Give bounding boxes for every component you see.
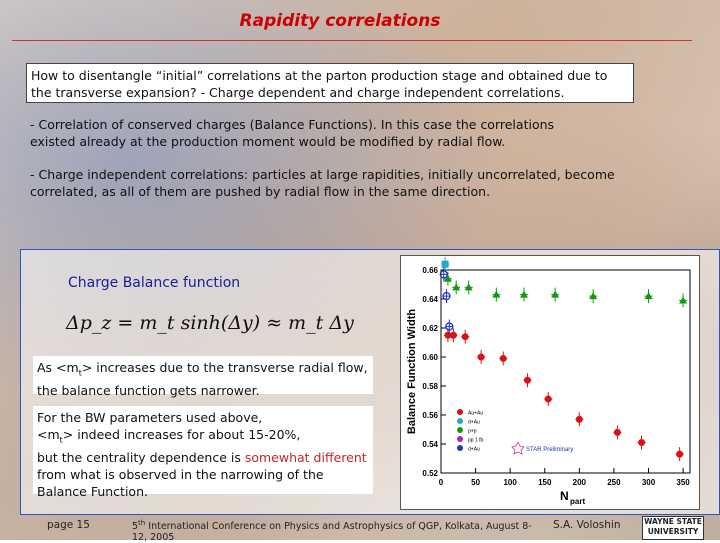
footer-page: page 15 bbox=[47, 519, 90, 531]
data-point-circle bbox=[523, 376, 531, 384]
note1-sub: t bbox=[78, 368, 82, 378]
y-tick-label: 0.56 bbox=[422, 411, 438, 420]
y-tick-label: 0.64 bbox=[422, 295, 438, 304]
cbf-heading: Charge Balance function bbox=[68, 275, 241, 291]
note2-b-pre: <m bbox=[37, 427, 60, 442]
formula: Δp_z = m_t sinh(Δy) ≈ m_t Δy bbox=[66, 312, 354, 334]
data-point-circle bbox=[499, 354, 507, 362]
data-point-circle bbox=[676, 450, 684, 458]
legend-marker bbox=[457, 409, 463, 415]
y-tick-label: 0.62 bbox=[422, 324, 438, 333]
data-point-circle bbox=[638, 439, 646, 447]
x-tick-label: 250 bbox=[607, 478, 621, 487]
y-axis-label: Balance Function Width bbox=[406, 309, 418, 434]
logo-line2: UNIVERSITY bbox=[647, 527, 699, 536]
x-axis-label-sub: part bbox=[570, 497, 585, 506]
x-axis-label: N bbox=[560, 489, 569, 503]
logo-line1: WAYNE STATE bbox=[644, 517, 702, 526]
legend-marker bbox=[457, 418, 463, 424]
legend-label: pp 1 fb bbox=[468, 438, 484, 444]
data-point-circle bbox=[613, 428, 621, 436]
formula-text: Δp_z = m_t sinh(Δy) ≈ m_t Δy bbox=[66, 312, 354, 334]
note2-line-b: <mt> indeed increases for about 15-20%, bbox=[37, 426, 369, 449]
note2-d: from what is observed in the narrowing o… bbox=[37, 466, 324, 499]
y-tick-label: 0.66 bbox=[422, 266, 438, 275]
footer-conference: 5th International Conference on Physics … bbox=[132, 519, 542, 543]
data-point-circle bbox=[477, 353, 485, 361]
note2-b-post: > indeed increases for about 15-20%, bbox=[62, 427, 301, 442]
data-point-open-circle bbox=[439, 270, 448, 279]
y-tick-label: 0.60 bbox=[422, 353, 438, 362]
note2-line-a: For the BW parameters used above, bbox=[37, 410, 263, 425]
conf-sup: th bbox=[138, 519, 146, 527]
star-logo-icon bbox=[511, 441, 525, 455]
x-tick-label: 0 bbox=[439, 478, 444, 487]
data-point-triangle bbox=[452, 283, 461, 291]
note1-pre: As <m bbox=[37, 360, 79, 375]
legend-label: p+p bbox=[468, 429, 477, 435]
legend-marker bbox=[457, 445, 463, 451]
title-underline bbox=[12, 40, 692, 41]
legend-label: Au+Au bbox=[468, 411, 483, 417]
conf-num: 5 bbox=[132, 521, 139, 533]
note2-highlight: somewhat different bbox=[244, 449, 367, 465]
note-narrower: As <mt> increases due to the transverse … bbox=[33, 356, 373, 398]
y-tick-label: 0.58 bbox=[422, 382, 438, 391]
data-point-open-circle bbox=[445, 322, 454, 331]
note1-post: > increases due to the transverse radial… bbox=[37, 360, 368, 398]
x-tick-label: 200 bbox=[573, 478, 587, 487]
point-balance-functions: - Correlation of conserved charges (Bala… bbox=[30, 117, 555, 149]
conf-text: International Conference on Physics and … bbox=[132, 521, 532, 543]
data-point-triangle bbox=[589, 292, 598, 300]
data-point-triangle bbox=[679, 296, 688, 304]
data-point-triangle bbox=[520, 290, 528, 298]
note-bw: For the BW parameters used above, <mt> i… bbox=[33, 406, 373, 499]
note2-c: but the centrality dependence is bbox=[37, 449, 245, 465]
data-point-circle bbox=[575, 415, 583, 423]
plot-axes-box bbox=[440, 269, 691, 474]
chart-annotation: STAR Preliminary bbox=[526, 447, 573, 453]
slide-title: Rapidity correlations bbox=[239, 11, 441, 31]
data-point-circle bbox=[449, 331, 457, 339]
university-logo: WAYNE STATE UNIVERSITY bbox=[642, 516, 704, 540]
data-point-circle bbox=[544, 395, 552, 403]
note2-b-sub: t bbox=[59, 435, 63, 445]
x-tick-label: 100 bbox=[503, 478, 517, 487]
x-tick-label: 50 bbox=[471, 478, 480, 487]
footer-author: S.A. Voloshin bbox=[553, 519, 621, 531]
x-tick-label: 300 bbox=[642, 478, 656, 487]
data-point-square bbox=[441, 260, 449, 268]
y-tick-label: 0.52 bbox=[422, 469, 438, 478]
y-tick-label: 0.54 bbox=[422, 440, 438, 449]
data-point-triangle bbox=[551, 290, 560, 298]
legend-label: d+Au bbox=[468, 447, 480, 453]
point-charge-independent: - Charge independent correlations: parti… bbox=[30, 167, 615, 199]
legend-label: d+Au bbox=[468, 420, 480, 426]
intro-text: How to disentangle “initial” correlation… bbox=[31, 68, 608, 100]
x-tick-label: 350 bbox=[676, 478, 690, 487]
data-point-triangle bbox=[644, 292, 653, 300]
data-point-triangle bbox=[443, 274, 452, 282]
intro-box: How to disentangle “initial” correlation… bbox=[26, 63, 634, 103]
data-point-circle bbox=[461, 333, 469, 341]
x-tick-label: 150 bbox=[538, 478, 552, 487]
note2-line-c: but the centrality dependence is somewha… bbox=[37, 449, 369, 500]
data-point-open-circle bbox=[442, 291, 451, 301]
data-point-triangle bbox=[464, 283, 473, 291]
legend-marker bbox=[457, 427, 463, 433]
legend-marker bbox=[457, 436, 463, 442]
data-point-triangle bbox=[492, 290, 501, 298]
